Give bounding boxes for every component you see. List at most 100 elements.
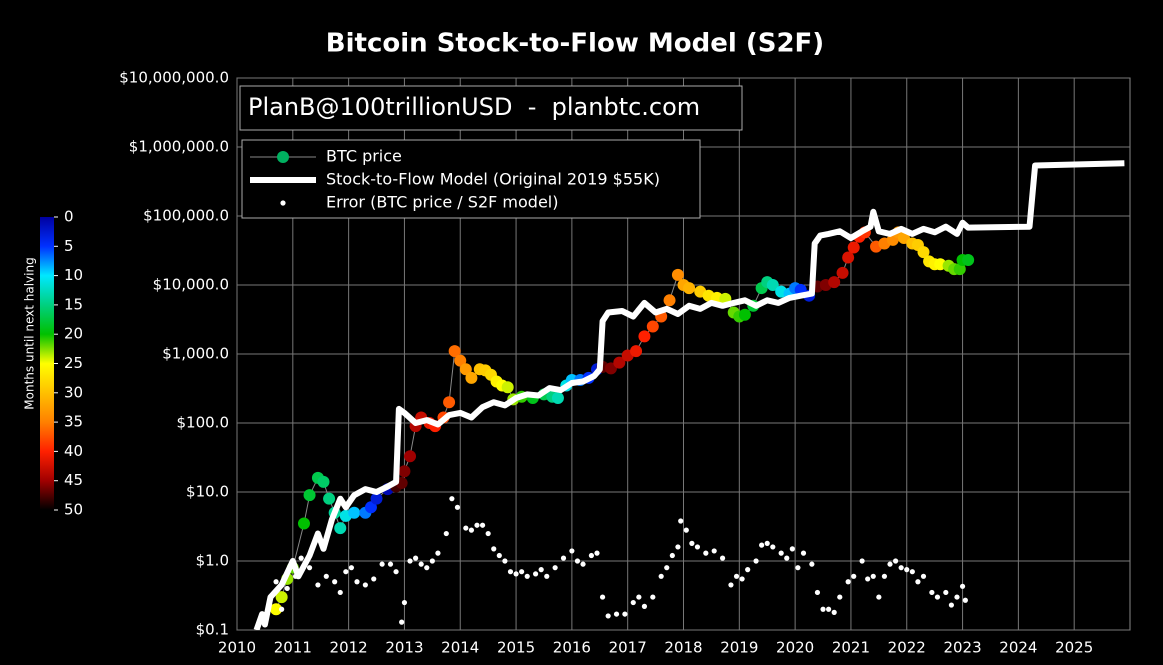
error-point — [759, 542, 765, 548]
error-point — [524, 573, 530, 579]
price-point — [303, 489, 316, 502]
price-point — [646, 320, 659, 333]
colorbar — [40, 217, 54, 510]
error-point — [898, 565, 904, 571]
colorbar-tick-label: 20 — [64, 325, 83, 343]
error-point — [485, 530, 491, 537]
error-point — [881, 573, 888, 579]
price-point — [275, 591, 288, 604]
error-point — [904, 567, 910, 573]
error-point — [826, 606, 832, 612]
x-tick-label: 2010 — [218, 639, 256, 657]
error-point — [658, 573, 664, 579]
error-point — [820, 606, 826, 612]
price-point — [270, 603, 283, 616]
error-point — [915, 579, 921, 585]
y-tick-label: $1,000.0 — [162, 345, 229, 363]
x-tick-label: 2012 — [330, 639, 368, 657]
error-point — [343, 569, 349, 575]
error-point — [753, 558, 759, 564]
annotation-box — [239, 85, 743, 131]
price-point — [604, 362, 617, 375]
y-tick-label: $100,000.0 — [143, 207, 229, 225]
error-point — [865, 576, 871, 582]
price-point — [842, 251, 855, 264]
error-point — [560, 555, 567, 561]
x-tick-label: 2024 — [999, 639, 1037, 657]
y-tick-label: $1.0 — [196, 552, 229, 570]
error-point — [837, 594, 843, 600]
error-point — [407, 558, 413, 564]
error-point — [552, 565, 558, 571]
error-point — [323, 573, 329, 579]
x-tick-label: 2013 — [385, 639, 423, 657]
price-point — [501, 381, 514, 394]
error-point — [876, 594, 882, 600]
error-point — [418, 561, 424, 567]
error-point — [599, 594, 606, 600]
error-point — [694, 544, 701, 550]
error-point — [851, 573, 857, 579]
error-point — [795, 565, 801, 571]
error-point — [468, 527, 475, 533]
error-point — [934, 594, 941, 600]
error-point — [669, 552, 675, 559]
error-point — [678, 518, 684, 524]
price-point — [334, 522, 347, 535]
error-point — [943, 589, 949, 596]
y-tick-label: $10,000.0 — [153, 276, 229, 294]
colorbar-tick-label: 45 — [64, 471, 83, 489]
colorbar-tick-label: 35 — [64, 413, 83, 431]
error-point — [689, 540, 695, 546]
x-tick-label: 2018 — [664, 639, 702, 657]
chart-title: Bitcoin Stock-to-Flow Model (S2F) — [326, 29, 824, 59]
error-point — [711, 548, 717, 554]
x-tick-label: 2016 — [553, 639, 591, 657]
error-point — [739, 576, 745, 582]
error-point — [413, 555, 419, 561]
error-point — [293, 573, 299, 579]
error-point — [491, 546, 497, 552]
error-point — [435, 550, 441, 556]
price-point — [465, 371, 478, 384]
error-point — [298, 555, 304, 561]
error-point — [449, 496, 455, 502]
price-point — [448, 345, 461, 358]
colorbar-tick-label: 5 — [64, 237, 74, 255]
error-point — [513, 571, 519, 577]
error-point — [429, 558, 435, 564]
error-point — [948, 602, 955, 608]
error-point — [683, 527, 689, 533]
error-point — [337, 589, 343, 596]
error-point — [764, 540, 770, 546]
price-point — [683, 282, 696, 295]
error-point — [574, 558, 581, 564]
error-point — [424, 565, 430, 571]
error-point — [929, 589, 935, 596]
error-point — [463, 525, 469, 531]
error-point — [588, 552, 595, 559]
error-point — [959, 583, 966, 589]
error-point — [443, 530, 449, 537]
error-point — [569, 548, 575, 554]
colorbar-tick-label: 15 — [64, 295, 83, 313]
x-tick-label: 2022 — [888, 639, 926, 657]
error-point — [354, 579, 360, 585]
x-tick-label: 2017 — [609, 639, 647, 657]
price-point — [459, 363, 472, 376]
price-point — [364, 501, 377, 514]
error-point — [507, 569, 514, 575]
x-tick-label: 2011 — [274, 639, 312, 657]
price-point — [638, 330, 651, 343]
colorbar-label: Months until next halving — [23, 257, 37, 409]
error-point — [496, 552, 502, 559]
error-point — [636, 594, 642, 600]
price-point — [348, 506, 361, 519]
error-point — [728, 582, 734, 588]
price-point — [663, 294, 676, 307]
price-point — [828, 276, 841, 289]
price-point — [953, 263, 966, 276]
x-tick-label: 2015 — [497, 639, 535, 657]
error-point — [831, 609, 837, 615]
